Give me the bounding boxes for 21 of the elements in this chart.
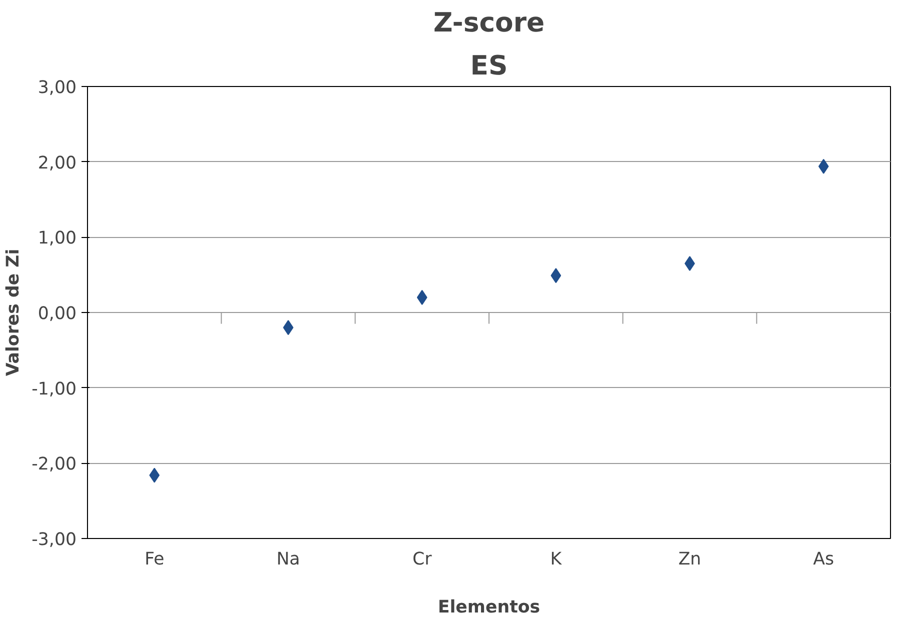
x-tick-label: Fe [144,550,164,570]
y-axis-title: Valores de Zi [4,248,24,376]
chart-title: Z-score [433,8,545,38]
x-axis-title: Elementos [438,598,540,618]
y-tick-label: 1,00 [38,228,77,249]
y-tick-label: 0,00 [38,304,77,324]
x-tick-label: Na [276,550,300,570]
y-tick-label: -1,00 [32,379,77,400]
point [550,268,562,284]
x-tick-label: Cr [412,550,433,570]
x-tick-label: Zn [678,550,702,570]
y-tick-label: -3,00 [32,530,77,550]
point [149,468,160,483]
x-tick-label: As [813,550,834,570]
y-tick-label: -2,00 [32,454,77,475]
point [818,158,829,174]
point [416,290,428,305]
x-tick-label: K [550,550,562,570]
y-tick-label: 3,00 [38,78,77,98]
y-tick-label: 2,00 [38,153,77,174]
chart-subtitle: ES [470,50,508,82]
